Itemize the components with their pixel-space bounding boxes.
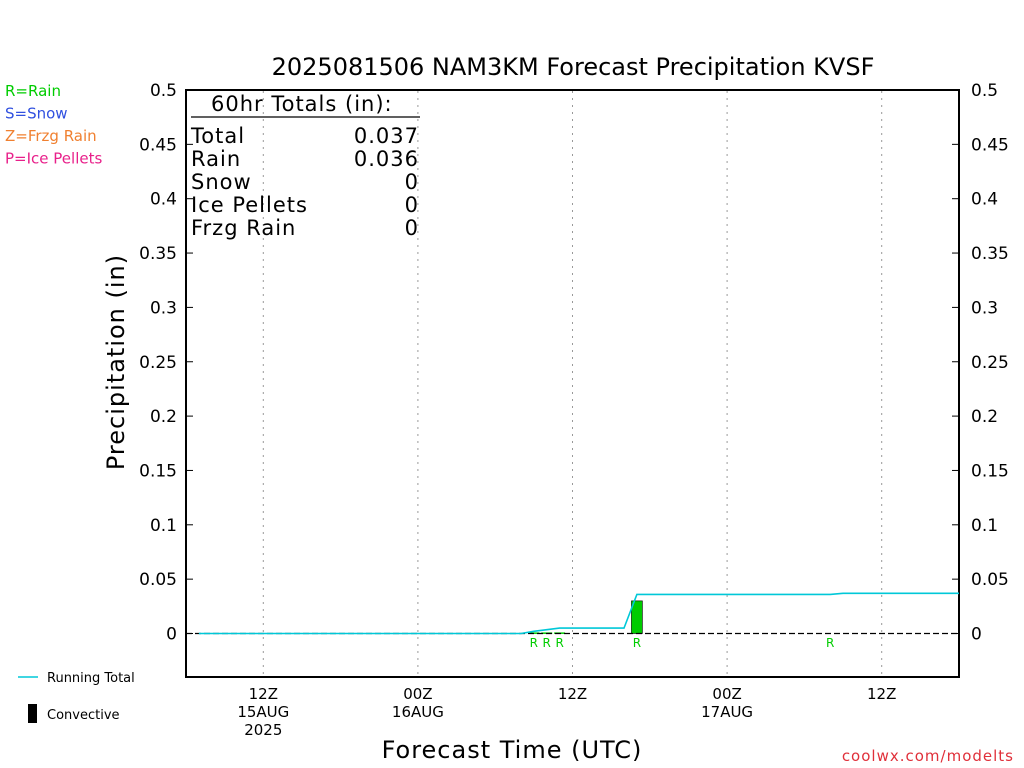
y-axis-right: 0.5 0.45 0.4 0.35 0.3 0.25 0.2 0.15 0.1 0.05 0 [952, 81, 1009, 645]
x-axis-label: Forecast Time (UTC) [382, 736, 643, 764]
y-tick-label-right: 0.1 [971, 516, 998, 536]
precip-type-letter: R [543, 636, 551, 650]
y-tick-label-left: 0 [166, 625, 177, 645]
totals-row-label: Snow [191, 170, 252, 194]
totals-row-label: Ice Pellets [191, 193, 308, 217]
y-tick-label-left: 0.3 [150, 298, 177, 318]
totals-row-value: 0 [405, 193, 419, 217]
running-total-line [198, 592, 959, 635]
plot-frame [185, 89, 960, 678]
totals-row-label: Frzg Rain [191, 216, 296, 240]
y-tick-label-left: 0.15 [139, 461, 177, 481]
y-tick-label-right: 0.4 [971, 190, 998, 210]
totals-row-label: Rain [191, 147, 241, 171]
rain-bars [528, 600, 643, 634]
x-tick-label: 00Z [403, 685, 432, 703]
totals-header: 60hr Totals (in): [211, 92, 393, 116]
x-tick-label: 16AUG [392, 703, 444, 721]
x-tick-label: 2025 [244, 721, 282, 739]
chart-title: 2025081506 NAM3KM Forecast Precipitation… [272, 53, 875, 81]
y-tick-label-right: 0.3 [971, 298, 998, 318]
y-tick-label-left: 0.4 [150, 190, 177, 210]
x-tick-label: 12Z [867, 685, 896, 703]
y-tick-label-left: 0.25 [139, 353, 177, 373]
y-tick-label-right: 0 [971, 625, 982, 645]
y-axis-left: 0.5 0.45 0.4 0.35 0.3 0.25 0.2 0.15 0.1 0.05 0 [139, 81, 193, 645]
totals-row-label: Total [190, 124, 245, 148]
grid-lines [262, 91, 883, 676]
totals-row-value: 0.036 [354, 147, 419, 171]
y-tick-label-right: 0.35 [971, 244, 1009, 264]
x-tick-label: 00Z [712, 685, 741, 703]
y-tick-label-right: 0.5 [971, 81, 998, 101]
totals-row-value: 0.037 [354, 124, 419, 148]
totals-box: 60hr Totals (in): Total 0.037 Rain 0.036 Sno… [190, 92, 420, 240]
precip-type-letter: R [555, 636, 563, 650]
y-tick-label-right: 0.2 [971, 407, 998, 427]
y-tick-label-right: 0.05 [971, 570, 1009, 590]
convective-swatch [28, 704, 37, 723]
convective-legend-label: Convective [47, 708, 120, 723]
y-tick-label-left: 0.2 [150, 407, 177, 427]
type-legend-entry: P=Ice Pellets [5, 150, 102, 168]
y-tick-label-left: 0.05 [139, 570, 177, 590]
y-tick-label-left: 0.5 [150, 81, 177, 101]
running-total-legend-label: Running Total [47, 671, 135, 686]
type-legend-entry: S=Snow [5, 105, 68, 123]
totals-rows: Total 0.037 Rain 0.036 Snow 0 Ice Pellets 0 Frzg… [190, 124, 419, 240]
y-tick-label-left: 0.1 [150, 516, 177, 536]
x-tick-label: 12Z [558, 685, 587, 703]
type-legend-entry: R=Rain [5, 82, 61, 100]
precip-type-letter: R [633, 636, 641, 650]
precip-type-legend: R=Rain S=Snow Z=Frzg Rain P=Ice Pellets [5, 82, 102, 168]
y-tick-label-left: 0.45 [139, 135, 177, 155]
totals-row-value: 0 [405, 170, 419, 194]
y-tick-label-right: 0.25 [971, 353, 1009, 373]
x-tick-label: 12Z [249, 685, 278, 703]
y-tick-label-left: 0.35 [139, 244, 177, 264]
x-tick-label: 15AUG [237, 703, 289, 721]
y-tick-label-right: 0.45 [971, 135, 1009, 155]
credit-text: coolwx.com/modelts [842, 747, 1014, 765]
y-tick-label-right: 0.15 [971, 461, 1009, 481]
type-legend-entry: Z=Frzg Rain [5, 127, 97, 145]
precip-type-letter: R [826, 636, 834, 650]
x-tick-label: 17AUG [701, 703, 753, 721]
precip-type-letter: R [530, 636, 538, 650]
y-axis-label: Precipitation (in) [102, 254, 130, 470]
totals-row-value: 0 [405, 216, 419, 240]
